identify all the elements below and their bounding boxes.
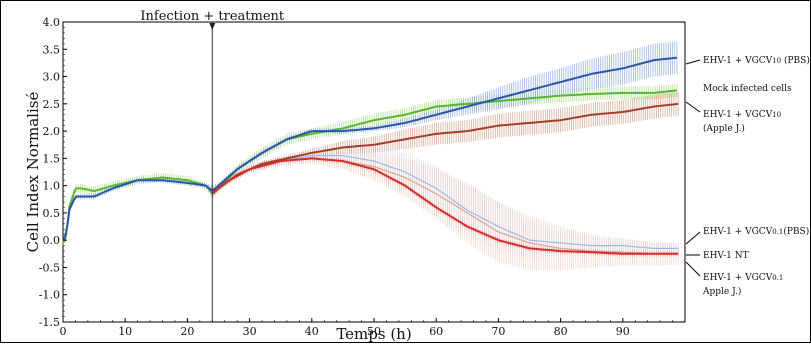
x-tick-label: 20 bbox=[180, 325, 194, 338]
y-tick-label: 2.5 bbox=[43, 98, 61, 111]
y-tick-label: -1.0 bbox=[39, 289, 60, 302]
series-lines bbox=[62, 56, 679, 255]
y-tick-label: 4.0 bbox=[43, 16, 61, 29]
x-tick-label: 60 bbox=[429, 325, 443, 338]
x-tick-label: 40 bbox=[305, 325, 319, 338]
series-line-4 bbox=[211, 157, 679, 255]
legend-label-s4: EHV-1 NT bbox=[703, 251, 749, 261]
legend-label-s5-line2: Apple J.) bbox=[702, 286, 741, 297]
legend-annotations: EHV-1 + VGCV10 (PBS) Mock infected cells… bbox=[685, 55, 810, 297]
legend-label-s1: Mock infected cells bbox=[703, 84, 792, 94]
series-line-2 bbox=[211, 102, 679, 195]
x-tick-label: 80 bbox=[554, 325, 568, 338]
y-tick-label: 2.0 bbox=[43, 125, 61, 138]
y-tick-label: 0.0 bbox=[43, 234, 61, 247]
legend-label-s3: EHV-1 + VGCV0.1(PBS) bbox=[703, 226, 809, 237]
y-tick-label: -0.5 bbox=[39, 261, 60, 274]
legend-pointer-s3 bbox=[685, 231, 701, 245]
legend-label-s0: EHV-1 + VGCV10 (PBS) bbox=[703, 55, 810, 66]
x-tick-label: 10 bbox=[118, 325, 132, 338]
legend-label-s5: EHV-1 + VGCV0.1 bbox=[703, 273, 783, 283]
legend-pointer-s5 bbox=[685, 261, 701, 277]
x-tick-label: 70 bbox=[491, 325, 505, 338]
legend-label-s2: EHV-1 + VGCV10 bbox=[703, 110, 781, 120]
legend-pointer-s2 bbox=[685, 101, 701, 113]
error-band-series-4 bbox=[211, 155, 679, 257]
x-axis-label: Temps (h) bbox=[336, 325, 411, 343]
y-tick-label: 1.5 bbox=[43, 152, 61, 165]
x-tick-label: 50 bbox=[367, 325, 381, 338]
y-tick-label: 3.5 bbox=[43, 43, 61, 56]
x-tick-label: 0 bbox=[60, 325, 67, 338]
y-tick-label: 0.5 bbox=[43, 207, 61, 220]
event-label: Infection + treatment bbox=[140, 9, 285, 24]
y-axis-ticks: -1.5 -1.0 -0.5 0.0 0.5 1.0 1.5 2.0 2.5 3.0 3.5 4.0 bbox=[39, 16, 67, 329]
legend-label-s2-line2: (Apple J.) bbox=[703, 123, 745, 134]
series-line-0 bbox=[62, 56, 677, 241]
y-tick-label: 1.0 bbox=[43, 180, 61, 193]
x-tick-label: 90 bbox=[616, 325, 630, 338]
series-line-1 bbox=[62, 89, 677, 244]
y-axis-label: Cell Index Normalisé bbox=[24, 92, 42, 253]
y-tick-label: -1.5 bbox=[39, 316, 60, 329]
x-tick-label: 30 bbox=[243, 325, 257, 338]
x-axis-ticks: 0 10 20 30 40 50 60 70 80 90 bbox=[60, 318, 686, 338]
event-arrow-icon bbox=[209, 23, 216, 30]
legend-pointer-s0 bbox=[685, 59, 701, 65]
y-tick-label: 3.0 bbox=[43, 71, 61, 84]
